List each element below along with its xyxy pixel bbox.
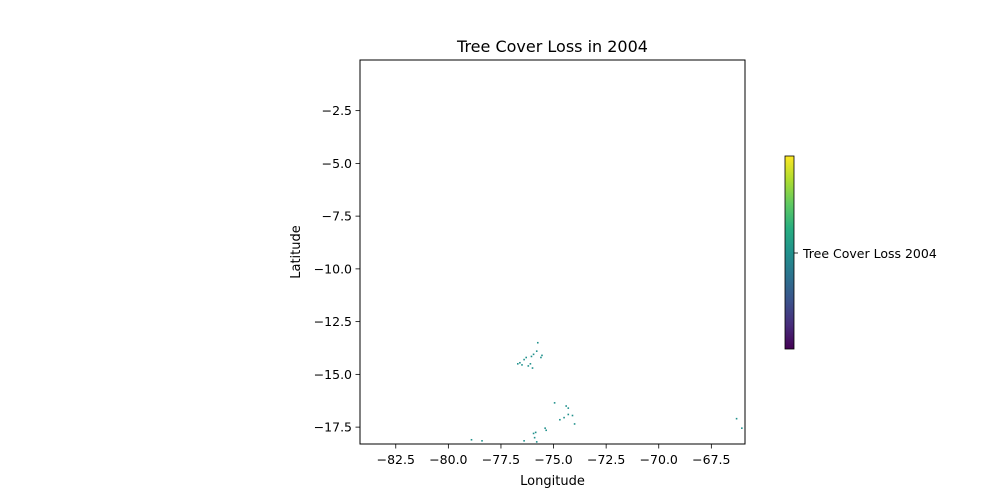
y-tick-label: −2.5 xyxy=(322,103,352,118)
y-axis-label: Latitude xyxy=(289,225,304,279)
loss-pixel xyxy=(553,402,556,404)
loss-pixel xyxy=(523,440,525,442)
colorbar: Tree Cover Loss 2004 xyxy=(784,155,937,350)
loss-pixel xyxy=(540,356,542,359)
loss-pixels xyxy=(470,341,743,443)
colorbar-label: Tree Cover Loss 2004 xyxy=(802,246,937,261)
x-tick-label: −72.5 xyxy=(587,452,625,467)
x-axis: −82.5 −80.0 −77.5 −75.0 −72.5 −70.0 −67.5 xyxy=(377,444,730,467)
plot-background xyxy=(360,60,745,444)
loss-pixel xyxy=(563,416,565,419)
loss-pixel xyxy=(527,365,530,367)
x-tick-label: −70.0 xyxy=(640,452,678,467)
loss-pixel xyxy=(567,413,570,416)
loss-pixel xyxy=(571,414,574,417)
x-axis-label: Longitude xyxy=(520,474,585,489)
loss-pixel xyxy=(525,356,528,359)
loss-pixel xyxy=(523,358,525,361)
loss-pixel xyxy=(470,438,473,441)
chart-title: Tree Cover Loss in 2004 xyxy=(456,37,648,56)
colorbar-gradient xyxy=(784,155,795,350)
loss-pixel xyxy=(532,432,535,435)
loss-pixel xyxy=(573,423,576,425)
loss-pixel xyxy=(532,353,535,356)
loss-pixel xyxy=(741,427,743,429)
loss-pixel xyxy=(533,436,536,439)
loss-pixel xyxy=(534,431,537,434)
y-tick-label: −17.5 xyxy=(314,420,352,435)
y-tick-label: −12.5 xyxy=(314,314,352,329)
loss-pixel xyxy=(535,441,538,443)
loss-pixel xyxy=(541,354,543,357)
loss-pixel xyxy=(481,440,483,442)
loss-pixel xyxy=(519,361,521,364)
plot-area xyxy=(359,59,746,445)
y-tick-label: −5.0 xyxy=(322,156,352,171)
loss-pixel xyxy=(521,364,523,366)
loss-pixel xyxy=(516,363,519,365)
loss-pixel xyxy=(559,418,561,421)
y-tick-label: −15.0 xyxy=(314,367,352,382)
loss-pixel xyxy=(544,427,546,429)
loss-pixel xyxy=(529,363,532,365)
x-tick-label: −75.0 xyxy=(534,452,572,467)
x-tick-label: −80.0 xyxy=(429,452,467,467)
loss-pixel xyxy=(536,341,539,344)
x-tick-label: −67.5 xyxy=(692,452,730,467)
plot-frame xyxy=(359,59,746,445)
loss-pixel xyxy=(567,407,570,409)
loss-pixel xyxy=(531,367,534,369)
loss-pixel xyxy=(535,350,538,352)
loss-pixel xyxy=(565,405,567,407)
loss-pixel xyxy=(545,429,547,432)
y-axis: −2.5 −5.0 −7.5 −10.0 −12.5 −15.0 −17.5 xyxy=(314,103,360,435)
y-tick-label: −7.5 xyxy=(322,209,352,224)
y-tick-label: −10.0 xyxy=(314,261,352,276)
loss-pixel xyxy=(530,355,533,358)
x-tick-label: −77.5 xyxy=(482,452,520,467)
loss-pixel xyxy=(735,417,738,420)
x-tick-label: −82.5 xyxy=(377,452,415,467)
